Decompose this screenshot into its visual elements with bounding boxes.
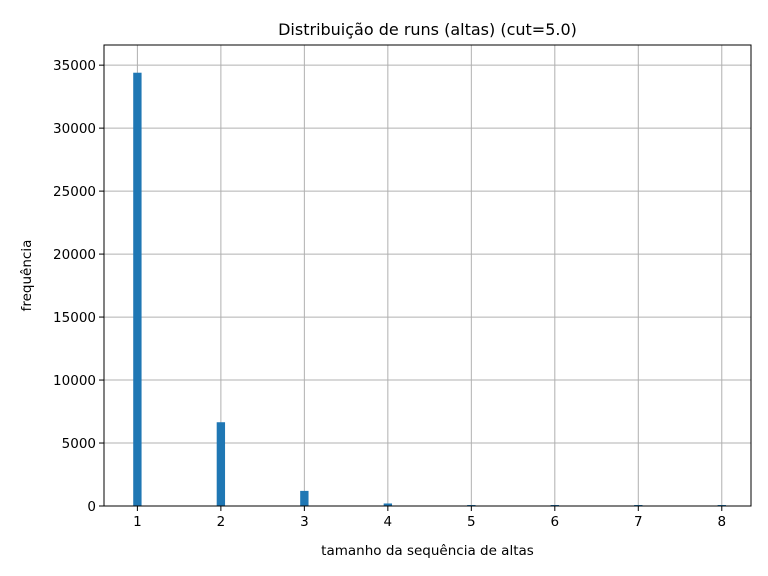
y-tick-label: 10000	[53, 373, 96, 389]
x-tick-label: 6	[551, 514, 560, 530]
grid-lines	[104, 45, 751, 507]
x-tick-label: 8	[717, 514, 726, 530]
x-tick-label: 4	[384, 514, 393, 530]
plot-frame	[103, 44, 752, 507]
histogram-bar	[216, 422, 226, 506]
x-axis-label: tamanho da sequência de altas	[321, 543, 534, 559]
y-tick-label: 25000	[53, 184, 96, 200]
x-axis-ticks: 1 2 3 4 5 6 7 8	[133, 506, 726, 530]
y-tick-label: 5000	[62, 436, 96, 452]
x-tick-label: 7	[634, 514, 643, 530]
histogram-bar	[383, 503, 393, 506]
bars	[133, 72, 726, 506]
x-tick-label: 3	[300, 514, 309, 530]
y-axis-ticks: 0 5000 10000 15000 20000 25000 30000 35000	[53, 58, 104, 515]
x-tick-label: 5	[467, 514, 476, 530]
x-tick-label: 1	[133, 514, 142, 530]
y-tick-label: 35000	[53, 58, 96, 74]
histogram-bar	[300, 490, 309, 506]
y-tick-label: 15000	[53, 310, 96, 326]
y-tick-label: 0	[87, 499, 96, 515]
chart-title: Distribuição de runs (altas) (cut=5.0)	[278, 20, 577, 39]
x-tick-label: 2	[217, 514, 226, 530]
y-axis-label: frequência	[19, 240, 35, 312]
y-tick-label: 20000	[53, 247, 96, 263]
histogram-bar	[133, 72, 142, 506]
y-tick-label: 30000	[53, 121, 96, 137]
